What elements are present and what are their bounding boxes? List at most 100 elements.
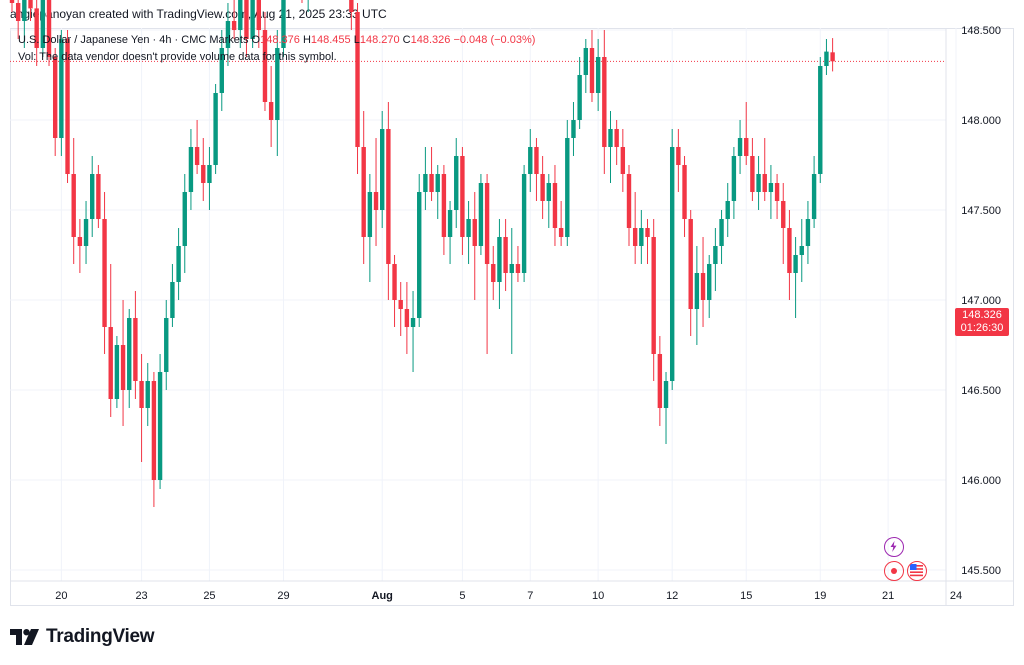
us-flag-icon[interactable] [907,561,927,581]
low-label: L [353,34,360,46]
symbol-name[interactable]: U.S. Dollar / Japanese Yen · 4h · CMC Ma… [18,34,249,46]
candle-body [386,129,391,264]
candle [528,129,533,192]
candle [250,0,255,48]
last-price-value: 148.326 [962,309,1002,321]
candle-body [256,0,261,30]
candle-body [34,8,39,48]
candle-body [503,237,508,273]
candle [595,39,601,111]
candle [392,255,397,327]
candle-body [799,246,804,255]
record-icon[interactable] [884,561,904,581]
candle [546,174,551,228]
candle-body [768,183,774,192]
candle [133,291,138,399]
candle [410,291,416,372]
tradingview-logo-text: TradingView [46,626,155,647]
candle-body [787,228,792,273]
close-label: C [402,34,411,46]
candle [577,57,582,129]
tradingview-logo[interactable]: TradingView [10,626,155,648]
candle-body [707,264,712,300]
candle-body [602,57,607,147]
candle [762,138,767,201]
candle [707,255,712,318]
candle-body [608,129,613,147]
candle-body [404,309,410,327]
candle [188,129,194,210]
candle [182,174,187,273]
candle [373,138,379,246]
candle [355,3,360,174]
open-value: 148.376 [260,34,300,46]
candle [521,165,527,282]
candle-body [139,381,144,408]
candle-body [361,147,366,237]
candle-body [151,381,157,480]
candle [657,336,663,426]
candle [688,210,693,336]
candle-body [373,192,379,210]
candle [830,38,835,72]
candle-body [583,48,589,75]
candle-body [392,264,397,300]
candle-body [478,183,484,246]
candle-body [805,219,811,246]
candle [534,138,539,201]
bar-countdown: 01:26:30 [960,322,1004,334]
candle-body [52,57,58,138]
candle [787,210,792,300]
candle [466,201,471,264]
candle [281,0,286,57]
candle-body [491,264,496,282]
candle [669,129,675,390]
candle-body [410,318,416,327]
candle-body [71,174,76,237]
candle [713,228,718,291]
candle [423,147,428,210]
candle-body [268,102,274,120]
candle [676,129,681,192]
candle [28,0,33,21]
candle-body [540,174,545,201]
candle [15,0,21,39]
y-tick-label: 147.500 [961,205,1001,217]
candle-body [639,228,644,246]
candle [700,237,706,327]
candle-body [744,138,749,156]
candle-body [830,52,835,62]
candle [22,0,27,48]
candle [213,84,218,174]
lightning-icon[interactable] [884,537,904,557]
candle [435,165,440,219]
candle [818,57,823,183]
candle [46,0,52,66]
candle-body [417,192,422,318]
candle-body [577,75,582,120]
candle-body [435,174,440,192]
candle [571,102,576,156]
candle [756,156,761,210]
candle-body [657,354,663,408]
chart-frame [10,28,1014,606]
candle [96,165,101,228]
candle-body [565,138,570,237]
symbol-legend[interactable]: U.S. Dollar / Japanese Yen · 4h · CMC Ma… [18,34,535,46]
candle [34,0,39,66]
candle-body [213,93,218,165]
candle [799,219,804,282]
candle-body [120,345,126,390]
volume-note: Vol: The data vendor doesn't provide vol… [18,51,337,63]
candle-body [244,0,249,39]
candle [127,309,132,408]
candle-body [108,327,113,399]
candle [497,219,502,309]
candle-body [28,0,33,9]
candle [805,201,811,264]
candle-body [725,201,730,219]
candle-body [225,21,231,48]
candle [301,0,303,3]
candle-body [176,246,181,282]
